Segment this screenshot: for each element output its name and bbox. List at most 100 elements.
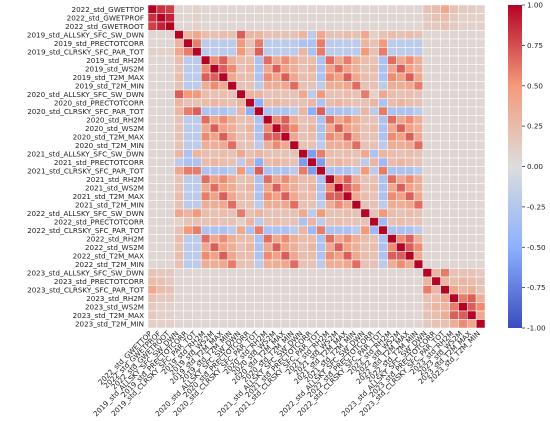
heatmap-cell bbox=[396, 166, 406, 176]
heatmap-cell bbox=[147, 200, 158, 210]
heatmap-cell bbox=[387, 251, 397, 261]
heatmap-cell bbox=[192, 242, 202, 252]
heatmap-cell bbox=[236, 47, 246, 57]
heatmap-cell bbox=[369, 157, 379, 167]
heatmap-cell bbox=[289, 13, 300, 23]
heatmap-cell bbox=[147, 30, 158, 40]
heatmap-cell bbox=[307, 13, 317, 23]
heatmap-cell bbox=[218, 200, 229, 210]
row-label: 2022_std_T2M_MAX bbox=[73, 251, 144, 260]
heatmap-cell bbox=[449, 47, 459, 57]
heatmap-cell bbox=[342, 140, 353, 150]
heatmap-cell bbox=[360, 259, 370, 269]
heatmap-cell bbox=[147, 38, 158, 48]
heatmap-cell bbox=[351, 225, 362, 235]
heatmap-cell bbox=[325, 115, 335, 125]
heatmap-cell bbox=[422, 276, 433, 286]
heatmap-cell bbox=[440, 149, 450, 159]
heatmap-cell bbox=[316, 157, 326, 167]
heatmap-cell bbox=[440, 310, 450, 320]
heatmap-cell bbox=[289, 149, 300, 159]
heatmap-cell bbox=[271, 217, 282, 227]
heatmap-cell bbox=[165, 310, 175, 320]
heatmap-cell bbox=[396, 268, 406, 278]
heatmap-cell bbox=[245, 64, 255, 74]
heatmap-cell bbox=[342, 89, 353, 99]
heatmap-cell bbox=[333, 183, 344, 193]
heatmap-cell bbox=[227, 174, 237, 184]
heatmap-cell bbox=[209, 13, 220, 23]
heatmap-cell bbox=[307, 208, 317, 218]
heatmap-cell bbox=[316, 183, 326, 193]
heatmap-cell bbox=[413, 285, 424, 295]
heatmap-cell bbox=[316, 259, 326, 269]
heatmap-cell bbox=[289, 242, 300, 252]
heatmap-cell bbox=[396, 123, 406, 133]
heatmap-cell bbox=[271, 234, 282, 244]
heatmap-cell bbox=[467, 98, 477, 108]
heatmap-cell bbox=[351, 4, 362, 14]
heatmap-cell bbox=[209, 21, 220, 31]
heatmap-cell bbox=[413, 47, 424, 57]
heatmap-cell bbox=[209, 285, 220, 295]
heatmap-cell bbox=[263, 200, 273, 210]
heatmap-cell bbox=[431, 157, 441, 167]
heatmap-cell bbox=[271, 132, 282, 142]
heatmap-cell bbox=[280, 13, 291, 23]
heatmap-cell bbox=[174, 47, 184, 57]
heatmap-cell bbox=[440, 157, 450, 167]
heatmap-cell bbox=[467, 4, 477, 14]
heatmap-cell bbox=[325, 140, 335, 150]
heatmap-cell bbox=[200, 293, 211, 303]
heatmap-cell bbox=[156, 4, 166, 14]
heatmap-cell bbox=[449, 98, 459, 108]
heatmap-cell bbox=[227, 276, 237, 286]
heatmap-cell bbox=[467, 225, 477, 235]
heatmap-cell bbox=[307, 183, 317, 193]
heatmap-cell bbox=[467, 302, 477, 312]
heatmap-cell bbox=[254, 132, 264, 142]
heatmap-cell bbox=[396, 242, 406, 252]
heatmap-cell bbox=[165, 293, 175, 303]
heatmap-cell bbox=[298, 293, 308, 303]
heatmap-cell bbox=[333, 98, 344, 108]
heatmap-cell bbox=[271, 268, 282, 278]
heatmap-cell bbox=[236, 149, 246, 159]
heatmap-cell bbox=[289, 55, 300, 65]
heatmap-cell bbox=[342, 191, 353, 201]
heatmap-cell bbox=[254, 310, 264, 320]
heatmap-cell bbox=[271, 225, 282, 235]
heatmap-cell bbox=[360, 200, 370, 210]
heatmap-cell bbox=[156, 21, 166, 31]
heatmap-cell bbox=[298, 38, 308, 48]
heatmap-cell bbox=[449, 123, 459, 133]
heatmap-cell bbox=[263, 242, 273, 252]
heatmap-cell bbox=[449, 208, 459, 218]
heatmap-cell bbox=[245, 302, 255, 312]
heatmap-cell bbox=[183, 208, 193, 218]
heatmap-cell bbox=[413, 30, 424, 40]
heatmap-cell bbox=[360, 234, 370, 244]
heatmap-cell bbox=[342, 72, 353, 82]
heatmap-cell bbox=[209, 30, 220, 40]
heatmap-cell bbox=[174, 64, 184, 74]
heatmap-cell bbox=[413, 115, 424, 125]
heatmap-cell bbox=[360, 47, 370, 57]
heatmap-cell bbox=[387, 302, 397, 312]
heatmap-cell bbox=[236, 251, 246, 261]
heatmap-cell bbox=[360, 225, 370, 235]
heatmap-cell bbox=[467, 259, 477, 269]
heatmap-cell bbox=[218, 30, 229, 40]
heatmap-cell bbox=[431, 132, 441, 142]
heatmap-cell bbox=[458, 319, 468, 329]
heatmap-cell bbox=[200, 157, 211, 167]
heatmap-cell bbox=[475, 4, 486, 14]
heatmap-cell bbox=[369, 13, 379, 23]
heatmap-cell bbox=[378, 115, 388, 125]
heatmap-cell bbox=[218, 191, 229, 201]
heatmap-cell bbox=[342, 166, 353, 176]
heatmap-cell bbox=[183, 149, 193, 159]
heatmap-cell bbox=[378, 251, 388, 261]
heatmap-cell bbox=[245, 30, 255, 40]
heatmap-cell bbox=[165, 208, 175, 218]
